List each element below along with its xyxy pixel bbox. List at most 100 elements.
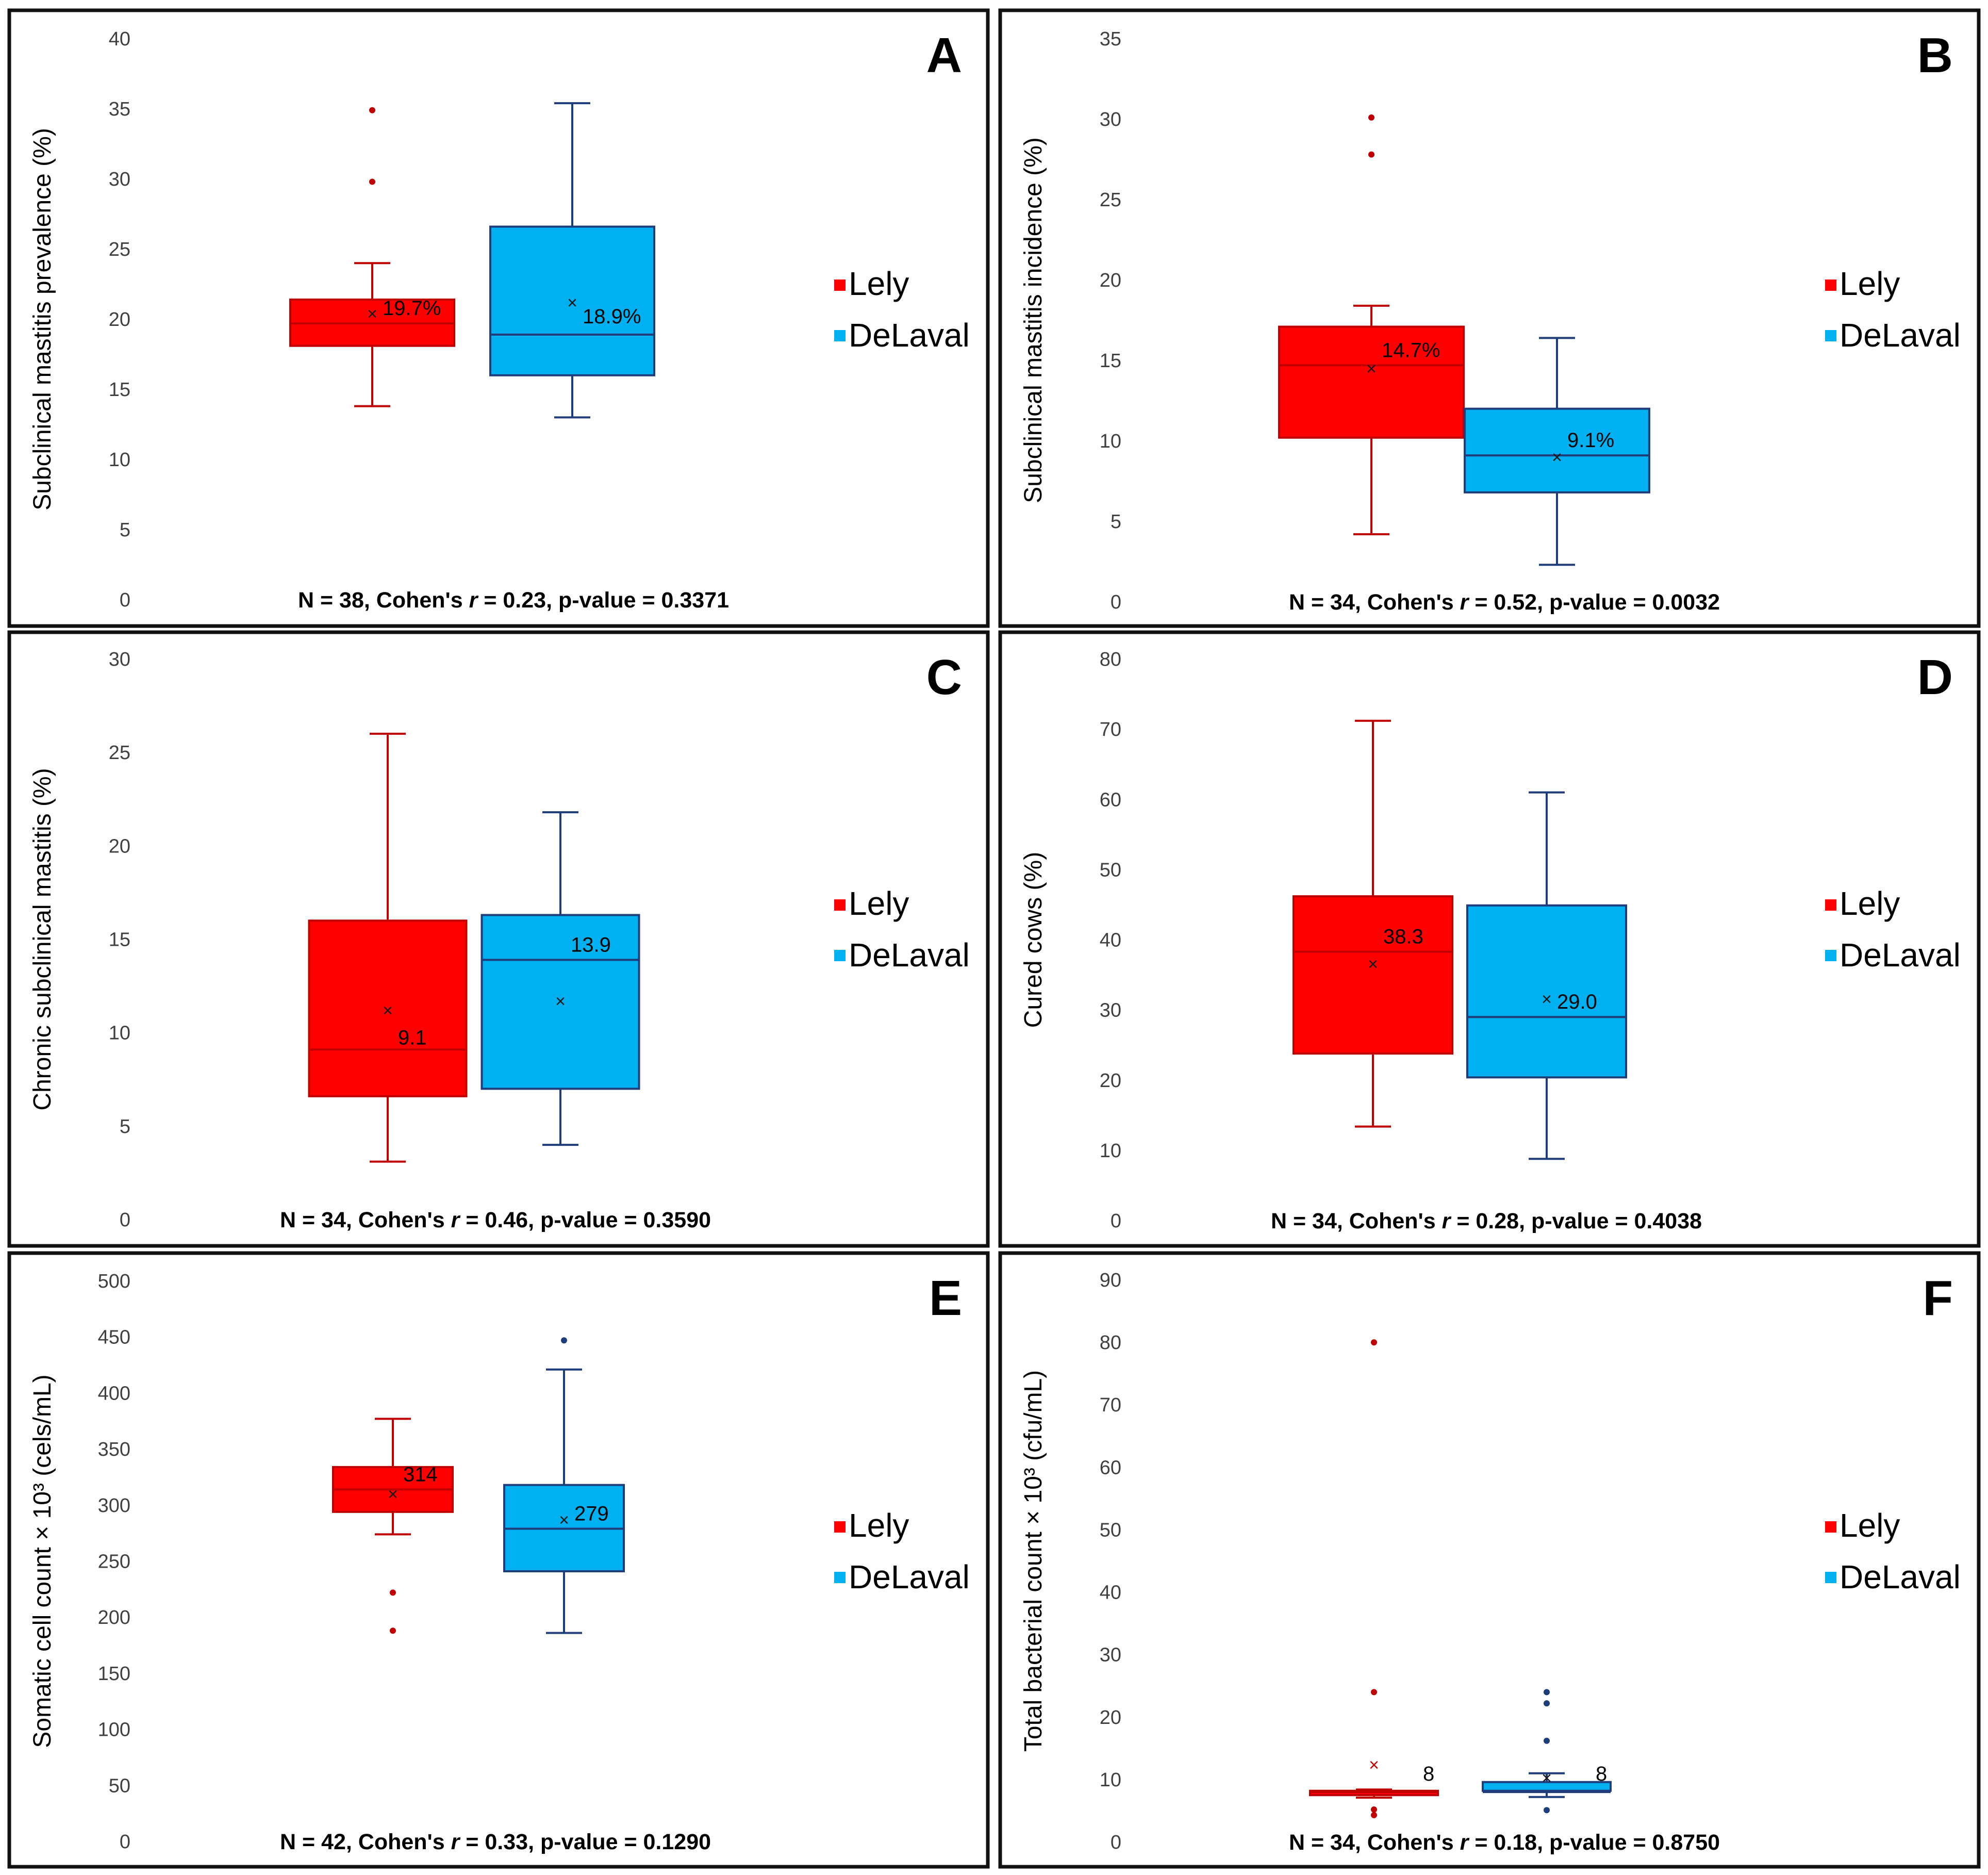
panel-letter: F <box>1923 1271 1953 1326</box>
y-tick-label: 30 <box>1100 109 1121 130</box>
panel-a: 0 5 10 15 20 25 30 35 40 Subclinical mastitis pre… <box>7 8 990 628</box>
outlier-point <box>369 178 375 185</box>
mean-marker: × <box>1542 990 1552 1009</box>
median-label: 9.1% <box>1567 429 1614 452</box>
outlier-point <box>369 107 375 113</box>
legend-label-delaval: DeLaval <box>849 1558 970 1596</box>
mean-marker: × <box>388 1485 398 1504</box>
panel-border <box>998 1251 1981 1869</box>
box-iqr <box>489 225 655 376</box>
y-tick-label: 5 <box>120 519 130 541</box>
y-tick-label: 40 <box>1100 1582 1121 1604</box>
outlier-point <box>1544 1737 1550 1744</box>
y-tick-label: 30 <box>109 169 130 190</box>
box-iqr <box>1293 895 1453 1055</box>
y-tick-label: 40 <box>1100 930 1121 951</box>
stats-r-symbol: r <box>1460 1830 1470 1855</box>
y-tick-label: 10 <box>109 1023 130 1044</box>
y-tick-label: 20 <box>1100 1707 1121 1729</box>
legend-swatch-delaval <box>1825 950 1836 961</box>
y-tick-label: 100 <box>98 1719 130 1741</box>
outlier-point <box>561 1337 567 1344</box>
y-tick-label: 30 <box>1100 1000 1121 1022</box>
stats-r-value: = 0.46, <box>459 1208 540 1232</box>
box-lely: × 8 <box>1309 1339 1439 1818</box>
y-tick-label: 70 <box>1100 719 1121 741</box>
box-iqr <box>1482 1781 1612 1792</box>
y-tick-label: 60 <box>1100 1457 1121 1478</box>
mean-marker: × <box>1369 1755 1379 1775</box>
median-label: 9.1 <box>398 1026 427 1049</box>
legend: Lely DeLaval <box>834 885 970 974</box>
stats-r-symbol: r <box>451 1208 461 1232</box>
y-axis-title: Somatic cell count × 10³ (cels/mL) <box>29 1374 56 1748</box>
box-lely: × 38.3 <box>1293 719 1453 1128</box>
legend-label-delaval: DeLaval <box>849 936 970 974</box>
box-delaval: × 18.9% <box>489 102 655 419</box>
y-tick-label: 0 <box>120 1831 130 1853</box>
legend-label-lely: Lely <box>849 265 909 302</box>
stats-p: p-value = 0.8750 <box>1549 1830 1720 1855</box>
y-tick-label: 200 <box>98 1607 130 1629</box>
mean-marker: × <box>367 304 377 324</box>
y-tick-label: 350 <box>98 1439 130 1460</box>
box-lely: ×14.7% <box>1278 114 1465 535</box>
stats-r-symbol: r <box>469 588 479 613</box>
stats-n: N = 34, <box>280 1208 358 1232</box>
panel-b: 0 5 10 15 20 25 30 35 Subclinical mastitis incid… <box>998 8 1981 628</box>
legend-label-lely: Lely <box>849 1507 909 1544</box>
median-label: 14.7% <box>1382 339 1440 361</box>
y-tick-label: 90 <box>1100 1270 1121 1291</box>
y-tick-label: 0 <box>1111 1210 1121 1232</box>
stats-r-value: = 0.18, <box>1468 1830 1549 1855</box>
legend: Lely DeLaval <box>834 265 970 354</box>
stats-r-prefix: Cohen's <box>358 1208 451 1232</box>
panel-letter: C <box>926 650 962 705</box>
stats-p: p-value = 0.4038 <box>1531 1209 1702 1233</box>
y-tick-label: 0 <box>120 1209 130 1231</box>
legend-label-lely: Lely <box>1840 265 1900 302</box>
y-tick-label: 15 <box>109 929 130 951</box>
y-tick-label: 0 <box>120 589 130 611</box>
box-iqr <box>1466 904 1627 1079</box>
legend-swatch-delaval <box>1825 1572 1836 1583</box>
y-tick-label: 400 <box>98 1383 130 1404</box>
outlier-point <box>1368 114 1374 121</box>
mean-marker: × <box>567 293 577 313</box>
stats-r-symbol: r <box>1460 590 1470 615</box>
y-tick-label: 35 <box>1100 28 1121 50</box>
outlier-point <box>1544 1807 1550 1814</box>
panel-e: 0 50 100 150 200 250 300 350 400 450 500 Somatic ce… <box>7 1251 990 1869</box>
y-tick-label: 10 <box>1100 1140 1121 1162</box>
outlier-point <box>1371 1812 1377 1818</box>
stats-r-prefix: Cohen's <box>1367 590 1460 615</box>
median-label: 314 <box>403 1463 438 1486</box>
y-tick-label: 50 <box>109 1775 130 1797</box>
stats-r-value: = 0.33, <box>459 1830 540 1854</box>
panel-border <box>998 8 1981 628</box>
y-tick-label: 5 <box>1111 511 1121 533</box>
y-tick-label: 60 <box>1100 789 1121 811</box>
stats-n: N = 34, <box>1289 590 1367 615</box>
stats-p: p-value = 0.1290 <box>540 1830 711 1854</box>
stats-r-prefix: Cohen's <box>376 588 469 613</box>
box-delaval: × 9.1% <box>1464 337 1650 566</box>
y-tick-label: 15 <box>1100 350 1121 372</box>
outlier-point <box>390 1627 396 1634</box>
y-tick-label: 500 <box>98 1271 130 1292</box>
box-lely: × 314 <box>332 1418 454 1634</box>
box-lely: ×9.1 <box>308 732 468 1163</box>
legend-swatch-lely <box>1825 899 1836 911</box>
stats-r-symbol: r <box>1442 1209 1452 1233</box>
legend-label-lely: Lely <box>849 885 909 922</box>
box-lely: × 19.7% <box>289 107 455 407</box>
y-tick-label: 20 <box>1100 270 1121 291</box>
legend-label-delaval: DeLaval <box>1840 936 1961 974</box>
y-tick-label: 250 <box>98 1551 130 1573</box>
y-tick-label: 25 <box>109 742 130 764</box>
panel-d: 0 10 20 30 40 50 60 70 80 Cured cows (%) D × 38.3 × 29… <box>998 630 1981 1248</box>
stats-line: N = 42, Cohen's r = 0.33, p-value = 0.12… <box>280 1830 711 1854</box>
legend-swatch-lely <box>834 279 846 291</box>
stats-n: N = 42, <box>280 1830 358 1854</box>
